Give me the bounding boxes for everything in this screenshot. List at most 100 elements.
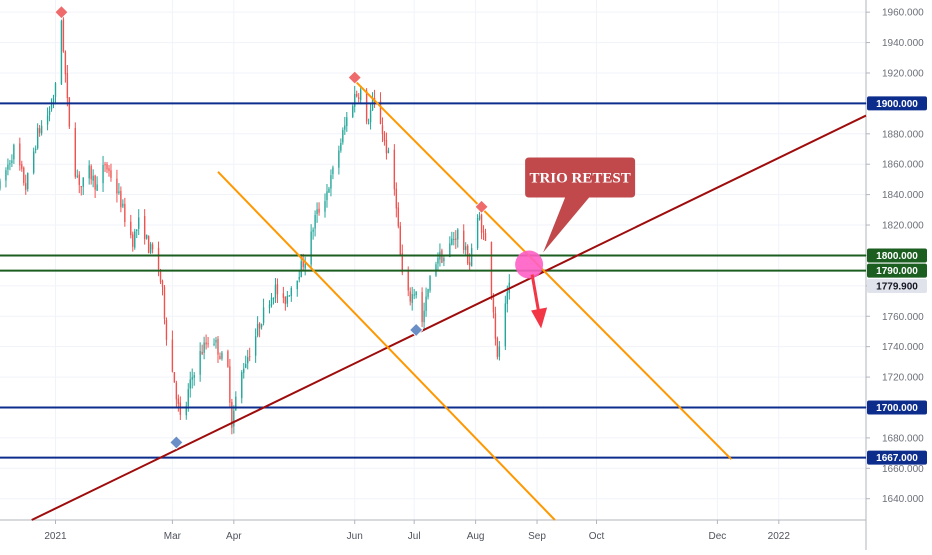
candle-down: [66, 73, 69, 99]
candle-up: [314, 214, 316, 229]
candle-up: [272, 298, 275, 300]
candle-down: [177, 398, 180, 404]
candle-down: [407, 271, 409, 291]
candle-down: [496, 338, 499, 357]
candle-down: [157, 247, 160, 270]
candle-down: [421, 291, 423, 323]
candle-down: [179, 402, 182, 415]
candle-up: [189, 379, 191, 389]
candle-down: [383, 133, 386, 141]
candle-up: [5, 170, 7, 181]
candle-down: [205, 342, 207, 345]
level-tag: 1800.000: [876, 251, 918, 262]
price-tick-label: 1940.000: [882, 38, 924, 49]
candle-up: [298, 276, 300, 280]
candle-up: [235, 396, 237, 411]
candles: [0, 13, 510, 435]
candle-up: [453, 238, 455, 240]
price-tick-label: 1640.000: [882, 494, 924, 505]
candle-up: [96, 184, 98, 191]
candle-up: [340, 142, 342, 151]
candle-down: [409, 291, 411, 302]
candle-down: [124, 203, 126, 222]
rising-trendline: [31, 114, 867, 521]
candle-up: [300, 261, 302, 278]
candle-up: [9, 163, 11, 165]
candle-down: [23, 167, 25, 183]
candle-down: [282, 293, 285, 298]
candle-up: [54, 83, 57, 97]
candle-up: [268, 304, 271, 309]
candle-down: [62, 19, 65, 52]
swing-low-marker: [169, 435, 184, 450]
candle-up: [387, 150, 390, 154]
candle-down: [106, 164, 108, 170]
candle-up: [290, 287, 293, 297]
swing-high-marker: [347, 70, 362, 85]
candle-down: [207, 343, 209, 345]
candle-down: [159, 269, 162, 282]
time-tick-label: Jul: [408, 531, 421, 542]
candle-down: [258, 323, 261, 329]
level-tag: 1900.000: [876, 99, 918, 110]
candle-down: [90, 166, 92, 180]
candle-down: [165, 319, 168, 340]
candle-up: [82, 177, 84, 187]
candle-up: [256, 323, 259, 336]
down-arrow-icon: [530, 274, 541, 315]
candle-up: [48, 110, 51, 115]
candle-up: [457, 229, 459, 240]
candle-up: [118, 191, 120, 193]
candle-up: [330, 175, 332, 189]
candle-up: [369, 109, 372, 123]
candle-up: [367, 122, 370, 124]
price-tick-label: 1760.000: [882, 312, 924, 323]
candle-up: [122, 203, 124, 207]
candle-down: [130, 221, 132, 236]
candle-up: [451, 238, 453, 245]
candle-up: [262, 307, 265, 323]
candle-up: [11, 160, 13, 163]
candle-up: [193, 375, 195, 378]
retest-circle: [515, 250, 544, 279]
candle-down: [284, 296, 287, 305]
candle-down: [68, 97, 71, 127]
candle-up: [465, 246, 467, 251]
swing-low-marker: [409, 322, 424, 338]
time-tick-label: Oct: [589, 531, 605, 542]
candle-up: [274, 284, 277, 299]
candle-down: [64, 51, 67, 75]
candle-up: [449, 243, 451, 258]
candle-down: [365, 90, 368, 122]
candle-up: [27, 172, 29, 190]
candle-up: [0, 181, 1, 189]
price-tick-label: 1660.000: [882, 464, 924, 475]
candle-up: [270, 297, 273, 306]
candle-up: [288, 295, 291, 297]
candle-down: [492, 296, 495, 313]
candle-down: [399, 225, 401, 255]
candle-up: [134, 231, 136, 248]
candle-down: [161, 280, 164, 287]
candle-down: [248, 356, 251, 358]
candle-up: [344, 125, 346, 130]
candle-down: [116, 178, 118, 194]
candle-up: [187, 389, 189, 407]
candle-down: [482, 231, 485, 233]
candle-down: [276, 284, 279, 295]
candle-down: [379, 101, 382, 124]
price-axis-tags: 1900.000 1700.000 1667.000 1800.000 1790.000…: [867, 96, 927, 465]
candle-down: [395, 188, 398, 209]
candle-up: [470, 248, 473, 267]
candle-down: [175, 382, 178, 400]
last-price-tag: 1779.900: [876, 282, 918, 293]
candle-down: [357, 97, 360, 99]
candle-down: [21, 164, 23, 169]
candle-down: [463, 230, 465, 250]
arrowhead-icon: [531, 307, 548, 329]
price-tick-label: 1740.000: [882, 342, 924, 353]
candle-down: [108, 168, 110, 172]
candle-up: [88, 165, 90, 179]
